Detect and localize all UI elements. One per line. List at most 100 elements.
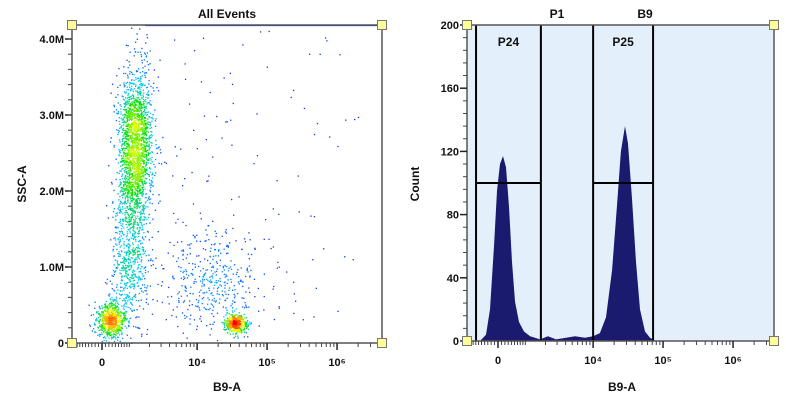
gate-handle[interactable] (67, 20, 77, 30)
gate-handle[interactable] (462, 20, 472, 30)
event-dot (135, 140, 137, 142)
event-dot (147, 206, 149, 208)
event-dot (121, 232, 124, 234)
event-dot (132, 112, 134, 115)
event-dot (133, 283, 135, 285)
gate-handle[interactable] (377, 20, 387, 30)
event-dot (132, 261, 134, 263)
event-dot (125, 72, 127, 75)
event-dot (229, 329, 232, 331)
event-dot (115, 320, 117, 322)
event-dot (104, 305, 107, 307)
event-dot (138, 91, 141, 93)
x-tick-label: 10⁴ (188, 357, 206, 369)
event-dot (144, 133, 147, 136)
gate-handle[interactable] (462, 336, 472, 346)
event-dot (144, 168, 146, 170)
event-dot (234, 310, 236, 312)
event-dot (243, 320, 245, 322)
event-dot (106, 314, 108, 317)
event-dot (180, 266, 182, 269)
event-dot (121, 320, 123, 322)
event-dot (266, 66, 268, 68)
event-dot (131, 274, 133, 276)
event-dot (127, 142, 129, 144)
event-dot (140, 215, 142, 218)
event-dot (182, 278, 185, 281)
event-dot (213, 297, 215, 300)
event-dot (113, 308, 116, 310)
event-dot (133, 198, 135, 200)
event-dot (137, 116, 139, 118)
event-dot (126, 277, 129, 279)
gate-handle[interactable] (377, 338, 387, 348)
event-dot (244, 321, 246, 323)
event-dot (133, 155, 136, 157)
event-dot (242, 320, 244, 322)
event-dot (107, 307, 109, 309)
event-dot (114, 320, 116, 322)
event-dot (154, 109, 156, 111)
event-dot (111, 288, 113, 290)
event-dot (139, 98, 141, 101)
event-dot (135, 113, 138, 115)
event-dot (137, 130, 140, 132)
event-dot (119, 195, 121, 198)
gate-handle[interactable] (769, 336, 779, 346)
event-dot (113, 273, 115, 276)
event-dot (139, 88, 141, 91)
event-dot (243, 322, 245, 324)
event-dot (140, 254, 142, 256)
event-dot (131, 191, 133, 194)
event-dot (146, 333, 148, 335)
event-dot (139, 145, 141, 147)
event-dot (147, 231, 149, 233)
gate-handle[interactable] (67, 338, 77, 348)
event-dot (142, 118, 144, 120)
event-dot (137, 165, 139, 168)
event-dot (127, 273, 129, 275)
event-dot (230, 260, 232, 262)
event-dot (134, 253, 136, 256)
event-dot (212, 273, 214, 275)
event-dot (121, 121, 123, 123)
event-dot (120, 181, 122, 184)
event-dot (136, 139, 138, 141)
event-dot (106, 318, 108, 320)
event-dot (135, 257, 137, 259)
event-dot (103, 316, 105, 318)
event-dot (132, 132, 134, 134)
event-dot (157, 231, 159, 233)
event-dot (109, 280, 111, 282)
event-dot (123, 303, 125, 305)
event-dot (125, 130, 127, 132)
event-dot (135, 193, 137, 196)
event-dot (104, 329, 106, 331)
event-dot (138, 165, 140, 167)
event-dot (144, 168, 146, 171)
event-dot (136, 131, 138, 133)
event-dot (128, 324, 130, 327)
event-dot (139, 192, 142, 194)
event-dot (142, 226, 144, 228)
event-dot (121, 168, 123, 170)
event-dot (114, 323, 116, 325)
event-dot (104, 303, 106, 305)
event-dot (236, 271, 238, 274)
event-dot (122, 119, 124, 121)
event-dot (208, 309, 210, 311)
event-dot (226, 121, 228, 123)
event-dot (229, 242, 231, 244)
event-dot (250, 269, 252, 272)
gate-handle[interactable] (769, 20, 779, 30)
event-dot (185, 273, 188, 276)
event-dot (130, 85, 133, 88)
event-dot (117, 314, 119, 316)
event-dot (135, 155, 137, 157)
event-dot (184, 314, 186, 317)
event-dot (237, 327, 239, 329)
event-dot (136, 132, 138, 134)
event-dot (137, 191, 139, 193)
event-dot (119, 191, 121, 193)
event-dot (135, 169, 137, 171)
